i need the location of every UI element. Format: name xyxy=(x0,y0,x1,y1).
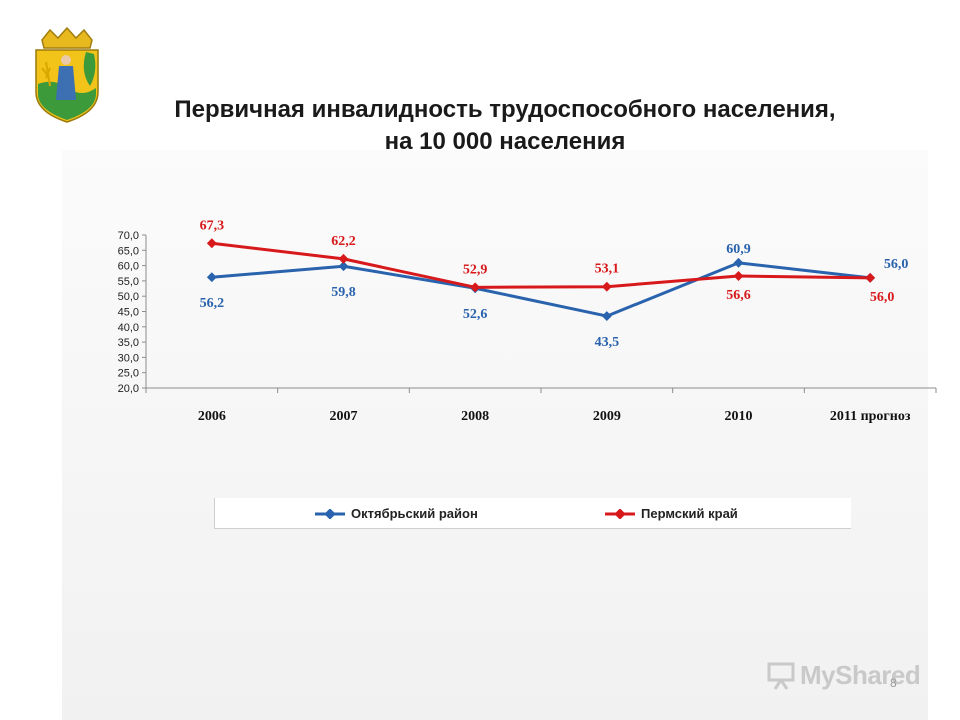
y-tick-label: 35,0 xyxy=(118,337,139,349)
data-point-series-2 xyxy=(470,282,481,293)
legend-item-series-2: Пермский край xyxy=(605,506,738,521)
y-tick-label: 50,0 xyxy=(118,291,139,303)
x-tick-label: 2009 xyxy=(593,409,621,424)
data-label-series-1: 59,8 xyxy=(331,285,356,300)
legend-marker-series-1-icon xyxy=(315,508,345,519)
y-tick-label: 65,0 xyxy=(118,245,139,257)
slide-background xyxy=(62,150,928,720)
y-tick-label: 25,0 xyxy=(118,368,139,380)
page-title-line-1: Первичная инвалидность трудоспособного н… xyxy=(174,96,836,123)
y-tick-label: 30,0 xyxy=(118,352,139,364)
x-tick-label: 2010 xyxy=(725,409,753,424)
page-title: Первичная инвалидность трудоспособного н… xyxy=(100,94,910,158)
y-tick-label: 70,0 xyxy=(118,230,139,242)
data-label-series-1: 52,6 xyxy=(463,307,488,322)
data-label-series-1: 43,5 xyxy=(595,335,620,350)
series-line-1 xyxy=(211,261,871,318)
data-label-series-2: 52,9 xyxy=(463,262,488,277)
data-point-series-2 xyxy=(733,271,744,281)
data-point-series-1 xyxy=(601,311,612,322)
y-tick-label: 55,0 xyxy=(118,276,139,288)
y-tick-label: 45,0 xyxy=(118,307,139,319)
data-label-series-2: 53,1 xyxy=(595,262,620,277)
data-label-series-2: 67,3 xyxy=(200,218,225,233)
x-tick-label: 2007 xyxy=(330,409,358,424)
data-point-series-2 xyxy=(865,272,876,283)
x-tick-label: 2008 xyxy=(461,409,489,424)
x-tick-label: 2011 прогноз xyxy=(830,409,911,424)
data-label-series-1: 60,9 xyxy=(726,242,751,257)
presentation-screen-icon xyxy=(767,662,795,690)
watermark: MyShared xyxy=(766,658,921,692)
data-point-series-1 xyxy=(206,272,217,283)
data-label-series-2: 56,6 xyxy=(726,288,751,303)
data-point-series-2 xyxy=(206,238,217,249)
data-label-series-2: 56,0 xyxy=(870,290,895,305)
chart-legend: Октябрьский район Пермский край xyxy=(214,498,851,529)
y-tick-label: 40,0 xyxy=(118,322,139,334)
legend-label-series-2: Пермский край xyxy=(641,506,738,521)
x-tick-label: 2006 xyxy=(198,409,226,424)
y-tick-label: 60,0 xyxy=(118,261,139,273)
data-point-series-2 xyxy=(601,281,612,292)
page-number: 8 xyxy=(890,676,897,690)
series-line-2 xyxy=(211,241,871,289)
data-label-series-2: 62,2 xyxy=(331,234,356,249)
legend-label-series-1: Октябрьский район xyxy=(351,506,478,521)
legend-marker-series-2-icon xyxy=(605,508,635,519)
legend-item-series-1: Октябрьский район xyxy=(315,506,478,521)
data-point-series-1 xyxy=(733,257,744,268)
data-point-series-2 xyxy=(338,253,349,264)
y-tick-label: 20,0 xyxy=(118,383,139,395)
data-label-series-1: 56,0 xyxy=(884,257,909,272)
watermark-text: MyShared xyxy=(800,659,921,690)
coat-of-arms-emblem xyxy=(35,26,99,123)
data-label-series-1: 56,2 xyxy=(200,296,225,311)
page-title-line-2: на 10 000 населения xyxy=(384,128,626,155)
data-point-series-1 xyxy=(338,261,349,272)
